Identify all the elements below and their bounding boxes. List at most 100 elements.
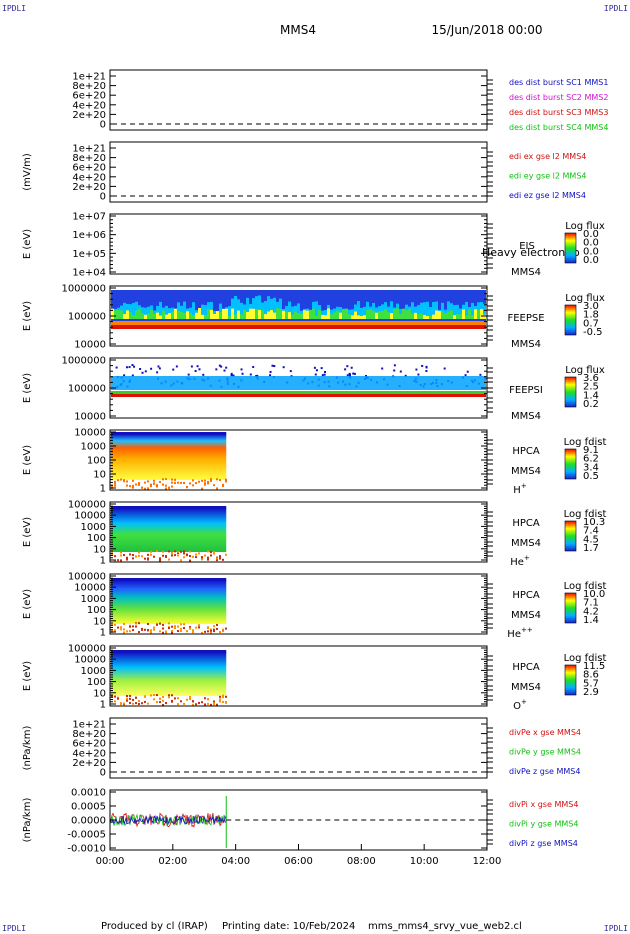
spec-speck <box>289 370 292 373</box>
spec-speck <box>210 629 212 632</box>
spec-cell <box>480 309 483 319</box>
spec-speck <box>135 696 137 699</box>
spec-speck <box>198 626 200 629</box>
spec-speck <box>190 365 193 368</box>
y-tick-label: -0.0005 <box>67 830 106 841</box>
spec-cell <box>423 315 426 319</box>
y-tick-label: 1000 <box>81 522 106 533</box>
spacecraft-label: MMS4 <box>511 339 541 350</box>
spec-cell <box>219 312 222 319</box>
spec-speck <box>123 554 125 557</box>
spec-speck <box>201 479 203 482</box>
spec-speck <box>204 483 206 486</box>
spec-cell <box>324 315 327 319</box>
spec-speck <box>153 694 155 697</box>
spec-speck <box>180 700 182 703</box>
y-tick-label: 6e+20 <box>72 163 106 174</box>
spec-cell <box>462 309 465 319</box>
spec-cell <box>153 313 156 319</box>
y-tick-label: 0.0010 <box>71 788 106 799</box>
y-tick-label: 1000 <box>81 442 106 453</box>
spec-speck <box>213 630 215 633</box>
spec-speck <box>232 374 235 377</box>
spec-cell <box>456 304 459 319</box>
spec-speck <box>353 372 356 375</box>
y-axis-label: E (eV) <box>22 517 33 547</box>
spec-speck <box>192 555 194 558</box>
spec-speck <box>138 551 140 554</box>
spec-cell <box>246 312 249 319</box>
spec-speck <box>147 553 149 556</box>
y-tick-label: 10000 <box>74 583 106 594</box>
spec-speck <box>189 627 191 630</box>
spec-speck <box>156 701 158 704</box>
spec-cell <box>135 301 138 319</box>
spec-speck <box>159 701 161 704</box>
y-tick-label: 1000000 <box>61 284 106 295</box>
spec-speck <box>132 554 134 557</box>
x-tick-label: 06:00 <box>284 856 313 867</box>
spec-speck <box>189 698 191 701</box>
spacecraft-label: MMS4 <box>511 682 541 693</box>
y-axis-label: E (eV) <box>22 301 33 331</box>
spec-speck <box>207 630 209 633</box>
spec-cell <box>252 308 255 319</box>
spec-speck <box>171 485 173 488</box>
spec-speck <box>180 630 182 633</box>
colorbar-tick-label: 3.6 <box>583 373 599 384</box>
spec-speck <box>162 704 164 706</box>
spec-speck <box>346 365 349 368</box>
spec-speck <box>141 555 143 558</box>
spec-cell <box>279 298 282 319</box>
spec-top-edge <box>111 650 227 653</box>
spec-speck <box>189 550 191 553</box>
spec-speck <box>210 703 212 706</box>
colorbar-tick-label: 8.6 <box>583 670 599 681</box>
spec-cell <box>189 312 192 319</box>
spec-cell <box>327 308 330 319</box>
spec-cell <box>429 315 432 319</box>
spec-speck <box>147 629 149 632</box>
spec-speck <box>177 554 179 557</box>
time-axis: 00:00 02:00 04:00 06:00 08:00 10:00 12:00 <box>96 844 501 867</box>
spec-cell <box>456 314 459 319</box>
panel-frame <box>109 141 488 203</box>
spec-speck <box>139 367 142 370</box>
colorbar-tick-label: -0.5 <box>583 327 603 338</box>
spec-top-edge <box>111 432 227 435</box>
panel-5: 1000000 100000 10000 E (eV) FEEPSI MMS4 Log fl… <box>22 356 605 423</box>
spec-speck <box>162 699 164 702</box>
spec-speck <box>165 701 167 704</box>
spacecraft-label: MMS4 <box>511 466 541 477</box>
spec-speck <box>141 371 144 374</box>
spec-cell <box>243 309 246 319</box>
spec-cell <box>138 308 141 319</box>
colorbar-tick-label: 7.1 <box>583 598 599 609</box>
spec-cell <box>120 310 123 319</box>
spec-speck <box>269 374 272 377</box>
spec-cell <box>426 301 429 319</box>
colorbar-tick-label: 11.5 <box>583 661 605 672</box>
spec-cell <box>417 305 420 319</box>
spec-cell <box>231 308 234 319</box>
spec-block <box>111 652 227 696</box>
spec-speck <box>162 627 164 630</box>
colorbar-tick-label: 1.8 <box>583 310 599 321</box>
spec-speck <box>216 627 218 630</box>
y-tick-label: 10000 <box>74 428 106 439</box>
spec-speck <box>162 695 164 698</box>
spec-speck <box>202 373 205 376</box>
spec-cell <box>318 310 321 319</box>
y-axis-label: E (eV) <box>22 229 33 259</box>
y-tick-label: 10 <box>93 470 106 481</box>
spec-speck <box>186 486 188 489</box>
spec-cell <box>483 314 486 319</box>
spec-speck <box>135 483 137 486</box>
spec-speck <box>111 695 113 698</box>
y-tick-label: 100 <box>87 533 106 544</box>
spec-cell <box>447 311 450 319</box>
spec-cell <box>258 295 261 319</box>
spec-speck <box>171 700 173 703</box>
spec-cell <box>198 308 201 319</box>
spec-cell <box>417 314 420 319</box>
